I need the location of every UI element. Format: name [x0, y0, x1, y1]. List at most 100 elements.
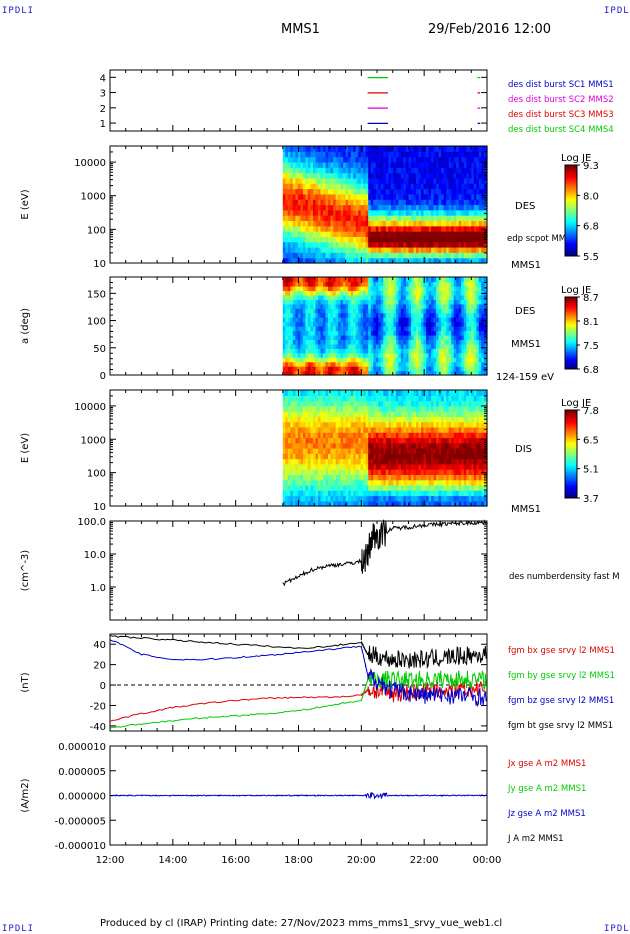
des-pitch-ylabel: a (deg) [20, 308, 31, 344]
datetime-title: 29/Feb/2016 12:00 [428, 22, 551, 37]
des-energy-spectrogram [282, 146, 488, 264]
time-tick-label-2: 16:00 [221, 855, 250, 866]
bfield-ytick--40: -40 [90, 722, 106, 733]
time-tick-label-1: 14:00 [158, 855, 187, 866]
dis-energy-colorbar [565, 410, 577, 499]
burst-legend-3: des dist burst SC3 MMS3 [508, 110, 614, 120]
current-legend-1: Jx gse A m2 MMS1 [507, 759, 586, 769]
density-ylabel: (cm^-3) [20, 550, 31, 591]
des-pitch-colorbar-frame [564, 296, 578, 370]
density-series-line [282, 519, 487, 587]
corner-label-br: IPDLI [604, 924, 630, 934]
density-ytick-10.0: 10.0 [84, 550, 106, 561]
density-ytick-100.0: 100.0 [77, 517, 106, 528]
des-pitch-ytick-50: 50 [93, 344, 106, 355]
des-energy-scpot-label: edp scpot MMS1 [507, 234, 577, 244]
dis-energy-colorbar-tick-3: 3.7 [583, 494, 599, 505]
dis-energy-colorbar-tick-2: 5.1 [583, 465, 599, 476]
des-pitch-energy-range: 124-159 eV [496, 372, 554, 383]
current-ytick--0.000005: -0.000005 [55, 816, 106, 827]
des-pitch-label: DES [515, 306, 535, 317]
bfield-series-4 [109, 634, 487, 670]
corner-label-tl: IPDLI [2, 6, 35, 16]
corner-label-tr: IPDLI [604, 6, 630, 16]
bfield-ytick-0: 0 [100, 681, 106, 692]
bfield-ytick-20: 20 [93, 661, 106, 672]
des-energy-ytick-10000: 10000 [74, 158, 106, 169]
dis-energy-colorbar-frame [564, 409, 578, 499]
dis-energy-ytick-10000: 10000 [74, 402, 106, 413]
bfield-series-2 [109, 669, 487, 729]
bfield-legend-3: fgm bz gse srvy l2 MMS1 [508, 696, 614, 706]
des-energy-colorbar-frame [564, 164, 578, 257]
bfield-ylabel: (nT) [20, 672, 31, 692]
bfield-ytick--20: -20 [90, 701, 106, 712]
burst-ytick-1: 1 [100, 119, 106, 130]
des-energy-colorbar-title: Log JE [561, 153, 591, 164]
des-energy-mms-label: MMS1 [511, 260, 541, 271]
burst-ytick-4: 4 [100, 73, 106, 84]
time-tick-label-4: 20:00 [347, 855, 376, 866]
current-ytick-0.000000: 0.000000 [58, 792, 106, 803]
bfield-legend-2: fgm by gse srvy l2 MMS1 [508, 671, 615, 681]
dis-energy-ytick-100: 100 [87, 469, 106, 480]
current-legend-2: Jy gse A m2 MMS1 [507, 784, 586, 794]
dis-energy-mms-label: MMS1 [511, 504, 541, 515]
des-pitch-colorbar-title: Log JE [561, 285, 591, 296]
dis-energy-ylabel: E (eV) [20, 433, 31, 463]
current-ylabel: (A/m2) [20, 778, 31, 812]
des-pitch-ytick-100: 100 [87, 317, 106, 328]
current-series-line [109, 791, 488, 800]
des-pitch-mms-label: MMS1 [511, 339, 541, 350]
des-pitch-colorbar-tick-0: 8.7 [583, 293, 599, 304]
des-pitch-colorbar-tick-1: 8.1 [583, 317, 599, 328]
density-legend: des numberdensity fast M [509, 572, 620, 582]
time-tick-label-3: 18:00 [284, 855, 313, 866]
des-energy-colorbar [565, 165, 577, 257]
des-energy-ytick-100: 100 [87, 225, 106, 236]
des-energy-colorbar-tick-0: 9.3 [583, 161, 599, 172]
corner-label-bl: IPDLI [2, 924, 35, 934]
dis-energy-ytick-10: 10 [93, 502, 106, 513]
burst-legend-4: des dist burst SC4 MMS4 [508, 125, 614, 135]
bfield-legend-4: fgm bt gse srvy l2 MMS1 [508, 721, 613, 731]
des-pitch-ytick-150: 150 [87, 289, 106, 300]
burst-ytick-3: 3 [100, 89, 106, 100]
burst-legend-1: des dist burst SC1 MMS1 [508, 80, 614, 90]
bfield-ytick-40: 40 [93, 640, 106, 651]
des-energy-colorbar-tick-2: 6.8 [583, 222, 599, 233]
bfield-frame [109, 633, 488, 732]
dis-energy-label: DIS [515, 444, 532, 455]
current-ytick--0.000010: -0.000010 [55, 841, 106, 852]
mission-title: MMS1 [281, 22, 320, 37]
des-pitch-colorbar-tick-3: 6.8 [583, 365, 599, 376]
des-pitch-spectrogram [282, 277, 488, 376]
des-pitch-colorbar [565, 297, 577, 370]
des-energy-colorbar-tick-3: 5.5 [583, 252, 599, 263]
des-energy-ytick-1000: 1000 [81, 192, 106, 203]
current-legend-3: Jz gse A m2 MMS1 [507, 809, 586, 819]
des-energy-colorbar-tick-1: 8.0 [583, 191, 599, 202]
bfield-legend-1: fgm bx gse srvy l2 MMS1 [508, 646, 615, 656]
time-tick-label-0: 12:00 [96, 855, 125, 866]
time-tick-label-5: 22:00 [410, 855, 439, 866]
time-tick-label-6: 00:00 [473, 855, 502, 866]
dis-energy-colorbar-tick-1: 6.5 [583, 435, 599, 446]
current-ytick-0.000010: 0.000010 [58, 742, 106, 753]
dis-energy-colorbar-title: Log JE [561, 398, 591, 409]
burst-legend-2: des dist burst SC2 MMS2 [508, 95, 614, 105]
bfield-series-1 [109, 680, 487, 722]
dis-energy-ytick-1000: 1000 [81, 435, 106, 446]
current-legend-4: J A m2 MMS1 [507, 834, 564, 844]
des-pitch-ytick-0: 0 [100, 371, 106, 382]
burst-panel-frame [109, 69, 488, 132]
des-pitch-colorbar-tick-2: 7.5 [583, 341, 599, 352]
current-ytick-0.000005: 0.000005 [58, 767, 106, 778]
des-energy-label: DES [515, 201, 535, 212]
dis-energy-spectrogram [282, 390, 488, 507]
dis-energy-colorbar-tick-0: 7.8 [583, 406, 599, 417]
density-ytick-1.0: 1.0 [90, 583, 106, 594]
footer-text: Produced by cl (IRAP) Printing date: 27/… [100, 918, 503, 929]
bfield-series-3 [109, 639, 487, 708]
